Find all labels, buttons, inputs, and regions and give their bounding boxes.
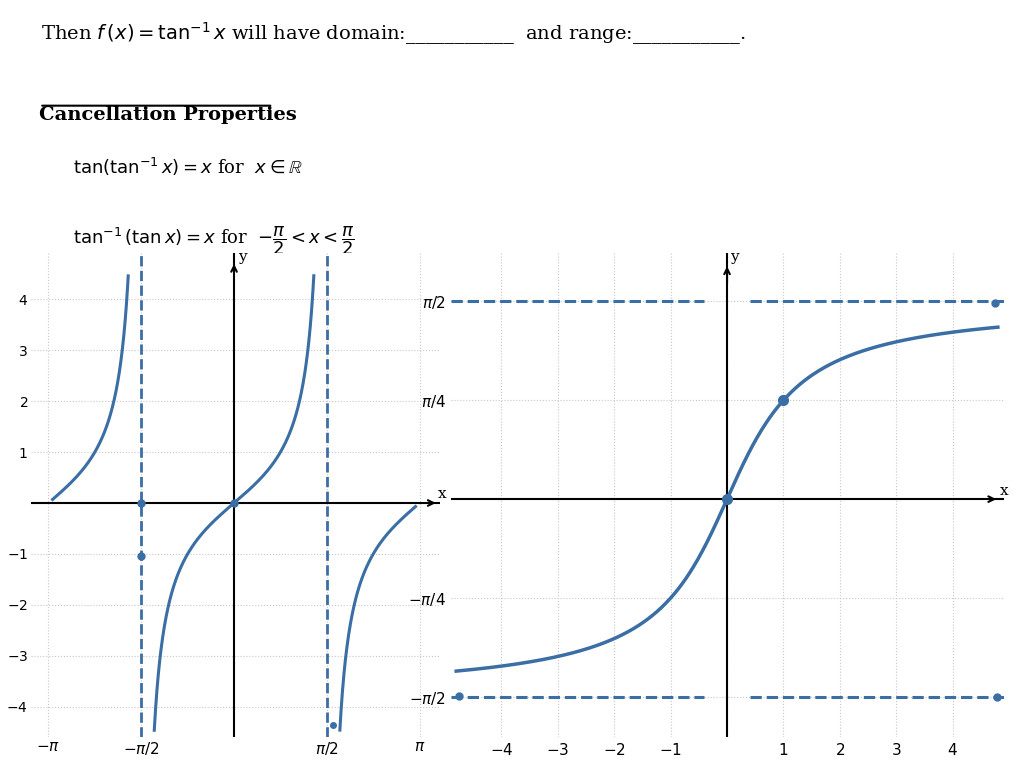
- Text: x: x: [437, 487, 446, 501]
- Text: Cancellation Properties: Cancellation Properties: [40, 106, 297, 124]
- Text: $\tan(\tan^{-1} x) = x$ for  $x \in \mathbb{R}$: $\tan(\tan^{-1} x) = x$ for $x \in \math…: [74, 157, 303, 178]
- Text: x: x: [999, 485, 1009, 498]
- Text: $\tan^{-1}(\tan x) = x$ for  $-\dfrac{\pi}{2} < x < \dfrac{\pi}{2}$: $\tan^{-1}(\tan x) = x$ for $-\dfrac{\pi…: [74, 224, 355, 257]
- Text: y: y: [730, 250, 739, 264]
- Text: Then $f\,(x) = \tan^{-1} x$ will have domain:___________  and range:___________.: Then $f\,(x) = \tan^{-1} x$ will have do…: [41, 20, 745, 47]
- Text: y: y: [238, 250, 246, 264]
